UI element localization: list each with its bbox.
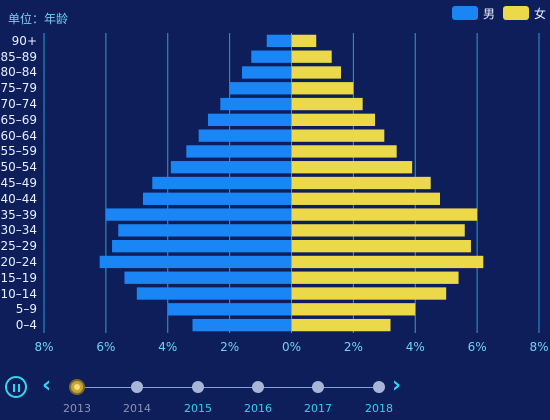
bar-male-14[interactable] bbox=[220, 97, 292, 111]
bar-female-7[interactable] bbox=[291, 208, 478, 221]
pause-icon-bar bbox=[18, 384, 20, 392]
category-label: 65–69 bbox=[0, 112, 37, 127]
bar-male-13[interactable] bbox=[207, 113, 292, 126]
category-label: 55–59 bbox=[0, 144, 37, 159]
bar-female-17[interactable] bbox=[291, 50, 332, 63]
category-label: 10–14 bbox=[0, 286, 37, 301]
legend-item-male[interactable]: 男 bbox=[452, 5, 495, 21]
category-label: 15–19 bbox=[0, 270, 37, 285]
category-label: 70–74 bbox=[0, 97, 37, 112]
x-tick-label: 0% bbox=[281, 340, 302, 354]
timeline-dot-2014[interactable] bbox=[131, 381, 143, 393]
category-label: 30–34 bbox=[0, 223, 37, 238]
bar-male-0[interactable] bbox=[192, 318, 292, 332]
x-tick-label: 6% bbox=[467, 340, 487, 354]
bar-male-5[interactable] bbox=[112, 240, 292, 253]
plot-area bbox=[43, 33, 540, 333]
bar-male-1[interactable] bbox=[167, 303, 292, 316]
bar-male-7[interactable] bbox=[105, 208, 292, 221]
timeline-dot-2017[interactable] bbox=[312, 381, 324, 393]
x-tick-label: 6% bbox=[96, 340, 116, 354]
bar-male-3[interactable] bbox=[124, 271, 292, 284]
bar-female-10[interactable] bbox=[291, 161, 413, 174]
bar-female-16[interactable] bbox=[291, 66, 342, 79]
category-label: 80–84 bbox=[0, 65, 37, 80]
timeline-year-2018[interactable]: 2018 bbox=[365, 402, 393, 415]
bar-male-15[interactable] bbox=[229, 82, 292, 95]
bar-female-5[interactable] bbox=[291, 240, 471, 253]
timeline-year-2013[interactable]: 2013 bbox=[63, 402, 91, 415]
bar-female-14[interactable] bbox=[291, 97, 363, 111]
category-label: 35–39 bbox=[0, 207, 37, 222]
category-label: 75–79 bbox=[0, 81, 37, 96]
bar-female-4[interactable] bbox=[291, 255, 484, 269]
bar-female-11[interactable] bbox=[291, 145, 397, 158]
bar-female-2[interactable] bbox=[291, 287, 447, 300]
legend-item-female[interactable]: 女 bbox=[503, 5, 546, 21]
timeline-year-2014[interactable]: 2014 bbox=[123, 402, 151, 415]
category-label: 5–9 bbox=[15, 302, 37, 317]
timeline-dot-2013[interactable] bbox=[69, 379, 85, 395]
legend-female-label: 女 bbox=[534, 6, 547, 21]
x-tick-label: 8% bbox=[529, 340, 549, 354]
pause-icon bbox=[13, 384, 15, 392]
x-tick-label: 2% bbox=[220, 340, 240, 354]
legend-female-swatch bbox=[503, 6, 529, 20]
timeline-year-2015[interactable]: 2015 bbox=[184, 402, 212, 415]
bar-female-1[interactable] bbox=[291, 303, 416, 316]
pause-button[interactable] bbox=[5, 376, 27, 398]
bar-male-4[interactable] bbox=[99, 255, 292, 269]
bar-male-2[interactable] bbox=[136, 287, 292, 300]
prev-year-button[interactable]: ‹ bbox=[42, 373, 52, 398]
bar-male-8[interactable] bbox=[143, 192, 292, 205]
category-label: 25–29 bbox=[0, 239, 37, 254]
category-label: 0–4 bbox=[15, 318, 37, 333]
x-tick-label: 8% bbox=[34, 340, 54, 354]
bar-female-18[interactable] bbox=[291, 34, 317, 48]
x-tick-label: 4% bbox=[405, 340, 425, 354]
category-label: 20–24 bbox=[0, 254, 37, 269]
bar-male-12[interactable] bbox=[198, 129, 292, 142]
bar-female-13[interactable] bbox=[291, 113, 376, 126]
bar-female-3[interactable] bbox=[291, 271, 459, 284]
legend-male-label: 男 bbox=[483, 6, 496, 21]
next-year-button[interactable]: › bbox=[392, 373, 402, 398]
bar-male-16[interactable] bbox=[242, 66, 292, 79]
timeline-dot-2016[interactable] bbox=[252, 381, 264, 393]
bar-male-11[interactable] bbox=[186, 145, 292, 158]
timeline-year-2017[interactable]: 2017 bbox=[304, 402, 332, 415]
bar-male-6[interactable] bbox=[118, 224, 292, 237]
timeline-dot-2018[interactable] bbox=[373, 381, 385, 393]
timeline-track bbox=[77, 387, 379, 388]
legend-male-swatch bbox=[452, 6, 478, 20]
category-label: 90+ bbox=[11, 33, 37, 48]
bar-male-17[interactable] bbox=[251, 50, 292, 63]
x-tick-label: 2% bbox=[343, 340, 363, 354]
bar-male-9[interactable] bbox=[152, 176, 292, 190]
bar-female-9[interactable] bbox=[291, 176, 431, 190]
timeline-year-2016[interactable]: 2016 bbox=[244, 402, 272, 415]
bar-female-8[interactable] bbox=[291, 192, 441, 205]
category-label: 50–54 bbox=[0, 160, 37, 175]
timeline-dot-2015[interactable] bbox=[192, 381, 204, 393]
x-tick-label: 4% bbox=[158, 340, 178, 354]
bar-female-6[interactable] bbox=[291, 224, 465, 237]
bar-female-0[interactable] bbox=[291, 318, 391, 332]
bar-male-10[interactable] bbox=[170, 161, 292, 174]
bar-female-12[interactable] bbox=[291, 129, 385, 142]
bar-male-18[interactable] bbox=[266, 34, 292, 48]
bar-female-15[interactable] bbox=[291, 82, 354, 95]
category-label: 60–64 bbox=[0, 128, 37, 143]
category-label: 40–44 bbox=[0, 191, 37, 206]
timeline: ‹ › 2013 2014 2015 2016 2017 2018 bbox=[0, 360, 550, 420]
category-label: 85–89 bbox=[0, 49, 37, 64]
unit-label: 单位：年龄 bbox=[8, 12, 69, 26]
category-label: 45–49 bbox=[0, 176, 37, 190]
